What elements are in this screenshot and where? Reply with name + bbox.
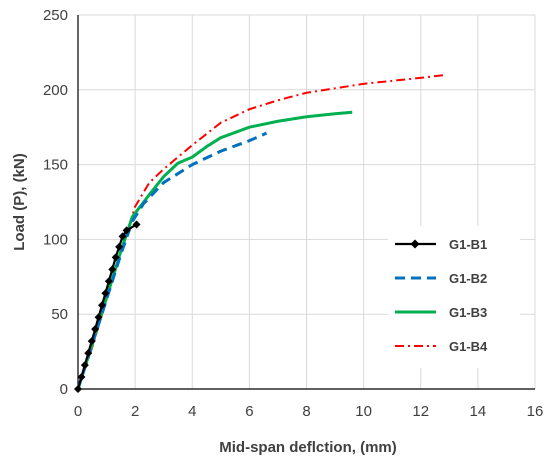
g1-b1-marker — [101, 289, 110, 298]
series-g1-b2 — [76, 131, 268, 390]
y-axis-title: Load (P), (kN) — [11, 153, 28, 251]
g1-b1-marker — [74, 385, 82, 393]
x-tick-label: 4 — [188, 403, 196, 420]
g1-b1-marker — [84, 349, 93, 358]
g1-b1-line — [76, 223, 138, 390]
g1-b1-marker — [80, 361, 89, 370]
axes — [77, 15, 535, 390]
g1-b2-line — [76, 131, 268, 390]
series-lines — [74, 73, 447, 393]
g1-b1-marker — [118, 232, 127, 241]
y-tick-labels: 0 50 100 150 200 250 — [43, 7, 68, 398]
y-tick-label: 100 — [43, 231, 68, 248]
g1-b1-marker — [97, 301, 106, 310]
y-tick-label: 150 — [43, 157, 68, 174]
g1-b1-marker — [87, 337, 96, 346]
legend-marker-g1-b1 — [410, 239, 420, 249]
g1-b1-marker — [104, 277, 113, 286]
y-tick-label: 250 — [43, 7, 68, 24]
y-tick-label: 200 — [43, 82, 68, 99]
g1-b1-marker — [122, 226, 131, 235]
series-g1-b4 — [77, 73, 447, 390]
g1-b1-marker — [91, 325, 100, 334]
x-axis-title: Mid-span deflction, (mm) — [219, 439, 397, 456]
g1-b1-marker — [94, 313, 103, 322]
x-tick-label: 12 — [412, 403, 429, 420]
x-tick-label: 16 — [527, 403, 544, 420]
legend-label-g1-b3: G1-B3 — [449, 305, 487, 320]
legend-label-g1-b2: G1-B2 — [449, 271, 487, 286]
y-tick-label: 0 — [60, 381, 68, 398]
x-tick-label: 2 — [131, 403, 139, 420]
x-tick-label: 14 — [470, 403, 487, 420]
g1-b1-marker — [132, 220, 141, 229]
x-tick-label: 10 — [355, 403, 372, 420]
g1-b1-marker — [115, 242, 124, 251]
legend: G1-B1 G1-B2 G1-B3 G1-B4 — [388, 226, 520, 368]
legend-box — [388, 226, 520, 368]
g1-b4-line — [77, 73, 447, 390]
x-tick-labels: 0 2 4 6 8 10 12 14 16 — [74, 403, 544, 420]
y-tick-label: 50 — [51, 306, 68, 323]
g1-b1-marker — [111, 253, 120, 262]
x-tick-label: 6 — [245, 403, 253, 420]
legend-label-g1-b1: G1-B1 — [449, 237, 487, 252]
g1-b1-marker — [77, 373, 86, 382]
x-tick-label: 8 — [302, 403, 310, 420]
g1-b1-marker — [108, 265, 117, 274]
x-tick-label: 0 — [74, 403, 82, 420]
legend-label-g1-b4: G1-B4 — [449, 339, 488, 354]
series-g1-b1 — [74, 220, 141, 393]
